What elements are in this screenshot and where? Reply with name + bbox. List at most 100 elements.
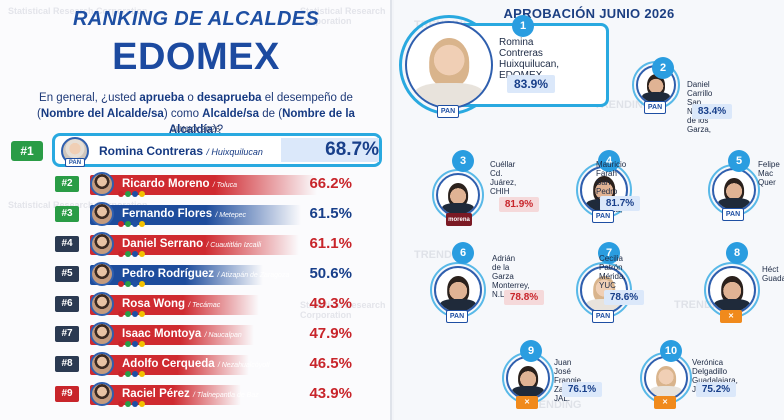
ranking-panel: Statistical Research Corporation Statist… [0, 0, 392, 420]
approval-percent: 61.1% [309, 235, 352, 252]
mayor-name: Mac [758, 169, 774, 178]
ranking-title: RANKING DE ALCALDES [72, 8, 320, 30]
mayor-name: Raciel Pérez / Tlalnepantla de Baz [122, 388, 259, 400]
rank-badge: #6 [55, 296, 79, 312]
mc-bird-icon: ✕ [728, 313, 734, 320]
face-icon [429, 38, 469, 87]
mayor-info: Héct Guada [762, 265, 784, 283]
watermark: Statistical Research Corporation [300, 300, 386, 320]
party-logo-icon [132, 221, 138, 227]
ranking-row: #9 Raciel Pérez / Tlalnepantla de Baz 43.9… [0, 382, 390, 407]
approval-bar [90, 235, 300, 255]
party-logo-icon [139, 341, 145, 347]
mayor-name: Juan José Frangie [554, 358, 582, 385]
party-logo-icon [118, 311, 124, 317]
mayor-photo [405, 21, 493, 109]
watermark: TRENDING [414, 249, 472, 261]
approval-percent: 75.2% [696, 382, 736, 397]
party-logo-icon [132, 311, 138, 317]
approval-panel: TRENDING TRENDING TRENDING TRENDING TREN… [394, 0, 784, 420]
municipality: Cd. Juárez, CHIH [490, 169, 517, 196]
party-logo-icon [125, 371, 131, 377]
ranking-row: #7 Isaac Montoya / Naucalpan 47.9% [0, 322, 390, 347]
rank-number: 10 [660, 340, 682, 362]
party-logos [118, 281, 145, 287]
party-logos [118, 251, 145, 257]
approval-title: APROBACIÓN JUNIO 2026 [503, 6, 675, 21]
rank-number: 6 [452, 242, 474, 264]
mayor-name: Mauricio Farah [596, 160, 627, 178]
party-logo-icon [118, 401, 124, 407]
party-logo-icon [125, 251, 131, 257]
party-logo-icon [139, 251, 145, 257]
approval-percent: 83.9% [507, 75, 555, 93]
party-logo-icon [125, 281, 131, 287]
ranking-subtitle: EDOMEX [112, 36, 280, 78]
party-logo-icon [139, 311, 145, 317]
shoulders [714, 298, 750, 312]
mayor-photo [708, 266, 756, 314]
approval-percent: 49.3% [309, 295, 352, 312]
mayor-name: Ricardo Moreno / Toluca [122, 178, 238, 190]
face-icon [647, 74, 665, 96]
face-icon [447, 276, 469, 303]
ranking-row: #6 Rosa Wong / Tecámac 49.3% [0, 292, 390, 317]
party-logo-icon [139, 221, 145, 227]
ranking-row: #8 Adolfo Cerqueda / Nezahualcóyotl 46.5% [0, 352, 390, 377]
party-logo: morena [446, 213, 472, 226]
municipality: San Pedro [596, 178, 618, 196]
ranking-row: #5 Pedro Rodríguez / Atizapán de Zaragoza… [0, 262, 390, 287]
mayor-name: Adolfo Cerqueda / Nezahualcóyotl [122, 358, 270, 370]
mc-bird-icon: ✕ [524, 399, 530, 406]
party-logos [118, 221, 145, 227]
approval-bar [90, 385, 241, 405]
party-logo: PAN [437, 105, 459, 118]
party-logo: PAN [592, 210, 614, 223]
party-logo-icon [118, 281, 124, 287]
shoulders [650, 385, 682, 398]
party-logos [118, 341, 145, 347]
mayor-name: Isaac Montoya / Naucalpan [122, 328, 242, 340]
mayor-info: Felipe Mac Quer [758, 160, 780, 187]
party-logos [118, 371, 145, 377]
shoulders [718, 197, 750, 210]
party-logo: PAN [722, 208, 744, 221]
mayor-info: Adrián de la Garza Monterrey, N.L. [492, 254, 530, 299]
approval-bar [90, 175, 317, 195]
party-logo-icon [118, 251, 124, 257]
approval-percent: 78.8% [504, 290, 544, 305]
approval-percent: 81.9% [499, 197, 539, 212]
party-logo: ✕ [720, 310, 742, 323]
mayor-photo [434, 266, 482, 314]
rank-number: 7 [598, 242, 620, 264]
party-logo-icon [125, 221, 131, 227]
shoulders [512, 385, 544, 398]
party-logo-icon [125, 311, 131, 317]
party-logos [118, 311, 145, 317]
party-logo-icon [118, 191, 124, 197]
watermark: Statistical Research Corporation [8, 6, 148, 16]
mayor-name: Cuéllar [490, 160, 516, 169]
top-ranked-row: #1 PAN Romina Contreras / Huixquilucan 6… [11, 133, 382, 167]
party-logo-icon [118, 221, 124, 227]
municipality: Quer [758, 178, 776, 187]
watermark: TRENDING [524, 399, 582, 411]
party-logo-icon [125, 341, 131, 347]
party-logo-icon [132, 191, 138, 197]
face-icon [721, 276, 743, 303]
approval-bar [90, 265, 264, 285]
mayor-photo [644, 356, 688, 400]
party-logo: PAN [446, 310, 468, 323]
rank-number: 3 [452, 150, 474, 172]
rank-badge: #4 [55, 236, 79, 252]
party-logo-icon [139, 191, 145, 197]
shoulders [415, 82, 483, 107]
mayor-name: Romina Contreras [499, 37, 543, 59]
ranking-row: #3 Fernando Flores / Metepec 61.5% [0, 202, 390, 227]
avatar [90, 382, 114, 406]
mayor-name: Daniel Carrillo [687, 80, 713, 98]
face-icon [724, 177, 744, 202]
approval-percent: 83.4% [692, 104, 732, 119]
rank-number: 4 [598, 150, 620, 172]
party-logo: PAN [65, 158, 85, 167]
